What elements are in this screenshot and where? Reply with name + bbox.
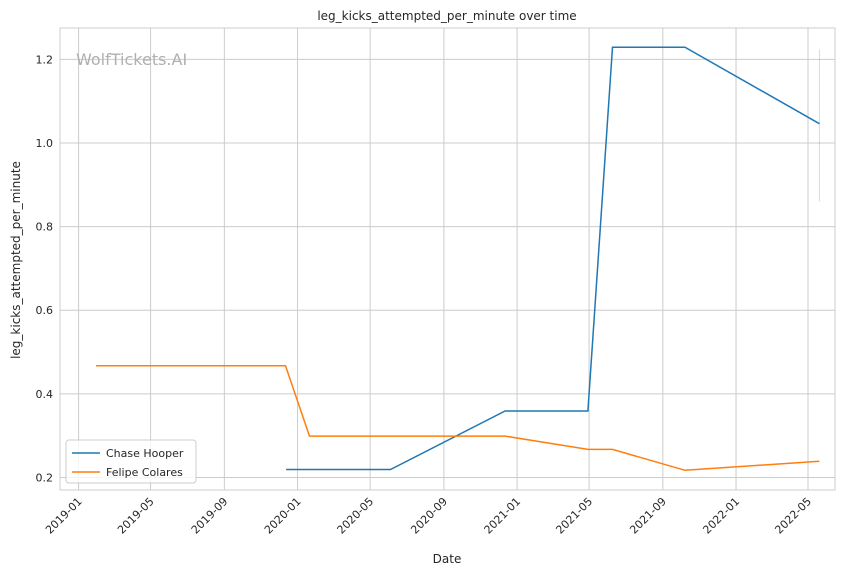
- x-tick-label: 2020-05: [335, 495, 377, 537]
- legend-label-felipe-colares: Felipe Colares: [106, 466, 183, 479]
- legend: Chase Hooper Felipe Colares: [65, 439, 197, 484]
- x-tick-label: 2019-01: [43, 495, 85, 537]
- grid: [60, 28, 835, 490]
- x-tick-label: 2021-09: [627, 495, 669, 537]
- y-tick-label: 1.0: [36, 137, 54, 150]
- plot-frame: [59, 27, 836, 491]
- y-tick-label: 0.4: [36, 388, 54, 401]
- x-tick-label: 2021-05: [553, 495, 595, 537]
- x-tick-label: 2022-05: [772, 495, 814, 537]
- chart-title: leg_kicks_attempted_per_minute over time: [317, 9, 576, 23]
- y-tick-label: 0.2: [36, 471, 54, 484]
- x-tick-label: 2019-09: [189, 495, 231, 537]
- x-tick-label: 2022-01: [700, 495, 742, 537]
- x-tick-label: 2019-05: [115, 495, 157, 537]
- y-axis-label: leg_kicks_attempted_per_minute: [9, 161, 23, 359]
- y-tick-label: 1.2: [36, 53, 54, 66]
- y-tick-label: 0.8: [36, 221, 54, 234]
- legend-label-chase-hooper: Chase Hooper: [106, 447, 184, 460]
- series-line-chase-hooper: [286, 46, 820, 471]
- x-tick-label: 2021-01: [482, 495, 524, 537]
- watermark: WolfTickets.AI: [76, 50, 187, 69]
- series-line-felipe-colares: [96, 365, 820, 472]
- y-tick-label: 0.6: [36, 304, 54, 317]
- x-axis-label: Date: [433, 552, 462, 566]
- series-lines: [96, 46, 820, 472]
- x-tick-label: 2020-09: [408, 495, 450, 537]
- x-tick-label: 2020-01: [262, 495, 304, 537]
